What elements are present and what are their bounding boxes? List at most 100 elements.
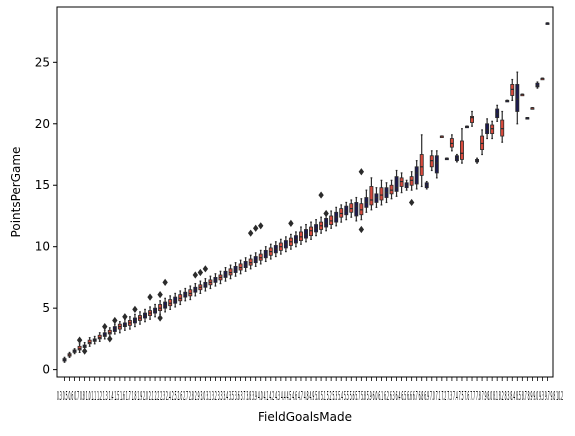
box-group xyxy=(81,341,88,355)
box-group xyxy=(112,316,118,335)
box-group xyxy=(309,221,313,240)
box-body xyxy=(374,193,379,203)
box-group xyxy=(429,150,434,172)
box-group xyxy=(97,332,102,342)
box-outlier xyxy=(323,209,329,218)
box-group xyxy=(278,238,283,255)
box-group xyxy=(525,117,530,120)
box-group xyxy=(247,229,254,270)
box-outlier xyxy=(358,168,365,176)
box-group xyxy=(192,271,199,297)
box-body xyxy=(97,334,102,340)
box-group xyxy=(173,292,178,308)
box-body xyxy=(389,184,394,195)
box-group xyxy=(293,231,298,248)
y-tick-label: 10 xyxy=(35,240,50,254)
box-body xyxy=(470,116,474,123)
box-group xyxy=(162,278,168,313)
box-body xyxy=(349,203,354,213)
box-group xyxy=(520,93,525,97)
box-group xyxy=(480,129,485,156)
box-group xyxy=(304,223,308,243)
box-group xyxy=(238,259,243,275)
box-group xyxy=(273,241,278,258)
box-group xyxy=(157,291,163,322)
box-body xyxy=(324,218,329,228)
box-group xyxy=(299,226,303,245)
box-group xyxy=(62,356,67,363)
box-body xyxy=(163,301,168,309)
box-group xyxy=(252,224,259,267)
box-outlier xyxy=(112,316,118,325)
box-group xyxy=(223,266,228,282)
box-group xyxy=(228,264,233,280)
box-group xyxy=(439,135,444,138)
box-group xyxy=(208,275,213,290)
box-group xyxy=(67,351,72,358)
box-group xyxy=(323,209,329,232)
box-body xyxy=(238,263,243,271)
box-body xyxy=(490,124,495,135)
box-body xyxy=(510,84,515,96)
box-outlier xyxy=(258,222,264,230)
box-outlier xyxy=(408,198,415,207)
box-group xyxy=(459,128,464,164)
box-group xyxy=(444,157,449,161)
box-body xyxy=(122,322,127,328)
box-group xyxy=(349,199,354,218)
box-body xyxy=(158,304,163,312)
box-body xyxy=(339,208,344,218)
box-group xyxy=(153,303,158,318)
box-outlier xyxy=(132,305,138,313)
box-group xyxy=(178,290,183,306)
box-group xyxy=(389,179,394,200)
box-outlier xyxy=(76,336,83,344)
box-group xyxy=(76,336,83,354)
box-group xyxy=(470,110,474,127)
box-group xyxy=(475,157,480,164)
box-group xyxy=(394,169,399,197)
box-group xyxy=(329,210,334,229)
axes-frame xyxy=(56,6,554,378)
box-body xyxy=(434,155,439,174)
box-body xyxy=(178,294,183,302)
box-group xyxy=(419,134,424,188)
box-group xyxy=(233,262,238,277)
box-body xyxy=(299,231,303,241)
box-group xyxy=(72,348,77,355)
box-group xyxy=(197,268,204,295)
box-outlier xyxy=(147,293,153,301)
box-group xyxy=(354,196,359,222)
box-group xyxy=(87,337,92,347)
box-group xyxy=(500,110,505,143)
box-group xyxy=(465,125,469,129)
box-group xyxy=(384,182,389,204)
box-body xyxy=(228,268,233,276)
x-tick-labels: 0.3 0.5 0.6 0.7 0.8 1.0 1.1 1.2 1.3 1.4 … xyxy=(57,389,563,403)
box-group xyxy=(127,316,132,330)
box-body xyxy=(449,138,454,148)
box-group xyxy=(132,305,138,328)
box-body xyxy=(419,154,424,176)
box-outlier xyxy=(81,347,88,355)
x-axis xyxy=(64,377,548,381)
box-body xyxy=(500,119,505,137)
box-group xyxy=(495,104,500,122)
box-group xyxy=(339,204,344,223)
box-group xyxy=(334,206,339,227)
box-group xyxy=(283,236,288,253)
box-body xyxy=(495,108,500,119)
box-group xyxy=(168,295,173,310)
box-group xyxy=(434,150,439,179)
box-outlier xyxy=(107,335,113,343)
box-group xyxy=(515,71,520,125)
box-group xyxy=(147,293,153,320)
y-tick-label: 5 xyxy=(42,301,50,315)
box-body xyxy=(173,296,178,304)
box-body xyxy=(480,135,485,150)
box-body xyxy=(168,299,173,307)
box-outlier xyxy=(358,225,365,234)
box-group xyxy=(318,191,324,234)
